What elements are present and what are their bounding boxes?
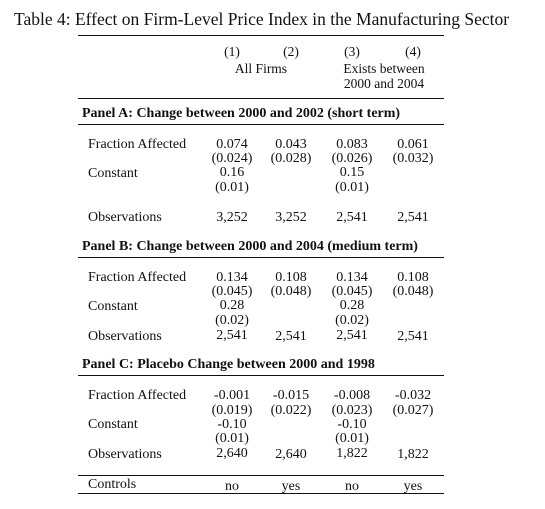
panel-b-constant-se-3: (0.02) bbox=[335, 313, 369, 328]
panel-a-obs-label: Observations bbox=[88, 210, 162, 225]
panel-b-rule bbox=[78, 257, 444, 258]
panel-a-fraction-2: 0.043 bbox=[275, 137, 307, 152]
panel-c-obs-2: 2,640 bbox=[275, 447, 307, 462]
group-exists-years: 2000 and 2004 bbox=[343, 76, 425, 91]
panel-a-fraction-se-4: (0.032) bbox=[392, 151, 434, 166]
panel-b-obs-label: Observations bbox=[88, 329, 162, 344]
group-all-firms: All Firms bbox=[234, 61, 288, 76]
panel-c-fraction-3: -0.008 bbox=[333, 388, 371, 403]
panel-b-fraction-1: 0.134 bbox=[216, 270, 248, 285]
group-exists-between: Exists between bbox=[343, 61, 425, 76]
panel-a-constant-label: Constant bbox=[88, 166, 138, 181]
panel-c-fraction-se-2: (0.022) bbox=[270, 403, 312, 418]
panel-a-obs-4: 2,541 bbox=[397, 210, 429, 225]
panel-b-constant-se-1: (0.02) bbox=[215, 313, 249, 328]
panel-c-obs-3: 1,822 bbox=[336, 446, 368, 461]
panel-c-fraction-se-1: (0.019) bbox=[211, 403, 253, 418]
panel-b-obs-2: 2,541 bbox=[275, 329, 307, 344]
panel-a-fraction-label: Fraction Affected bbox=[88, 137, 187, 152]
panel-c-fraction-se-3: (0.023) bbox=[331, 403, 373, 418]
col-3-number: (3) bbox=[344, 44, 360, 59]
panel-a-constant-se-1: (0.01) bbox=[215, 180, 249, 195]
panel-a-constant-se-3: (0.01) bbox=[335, 180, 369, 195]
col-2-number: (2) bbox=[283, 44, 299, 59]
controls-3: no bbox=[345, 479, 359, 494]
panel-c-obs-4: 1,822 bbox=[397, 447, 429, 462]
col-1-number: (1) bbox=[224, 44, 240, 59]
panel-b-title: Panel B: Change between 2000 and 2004 (m… bbox=[82, 239, 418, 254]
panel-b-constant-3: 0.28 bbox=[339, 298, 365, 313]
controls-2: yes bbox=[281, 479, 301, 494]
panel-c-obs-1: 2,640 bbox=[216, 446, 248, 461]
top-rule bbox=[78, 35, 444, 36]
panel-b-fraction-3: 0.134 bbox=[336, 270, 368, 285]
panel-a-obs-1: 3,252 bbox=[216, 210, 248, 225]
panel-c-constant-3: -0.10 bbox=[337, 417, 367, 432]
panel-a-fraction-se-1: (0.024) bbox=[211, 151, 253, 166]
panel-b-obs-4: 2,541 bbox=[397, 329, 429, 344]
col-4-number: (4) bbox=[405, 44, 421, 59]
panel-b-fraction-4: 0.108 bbox=[397, 270, 429, 285]
header-rule bbox=[78, 98, 444, 99]
panel-b-fraction-se-1: (0.045) bbox=[211, 284, 253, 299]
panel-c-rule bbox=[78, 375, 444, 376]
controls-top-rule bbox=[78, 475, 444, 476]
panel-c-fraction-2: -0.015 bbox=[272, 388, 310, 403]
panel-c-title: Panel C: Placebo Change between 2000 and… bbox=[82, 357, 375, 372]
panel-b-fraction-2: 0.108 bbox=[275, 270, 307, 285]
panel-a-rule bbox=[78, 124, 444, 125]
panel-a-fraction-3: 0.083 bbox=[336, 137, 368, 152]
panel-a-fraction-4: 0.061 bbox=[397, 137, 429, 152]
panel-c-constant-se-1: (0.01) bbox=[215, 431, 249, 446]
panel-b-fraction-label: Fraction Affected bbox=[88, 270, 187, 285]
panel-b-fraction-se-4: (0.048) bbox=[392, 284, 434, 299]
panel-c-constant-1: -0.10 bbox=[217, 417, 247, 432]
panel-a-fraction-1: 0.074 bbox=[216, 137, 248, 152]
panel-a-fraction-se-2: (0.028) bbox=[270, 151, 312, 166]
panel-b-fraction-se-3: (0.045) bbox=[331, 284, 373, 299]
panel-b-obs-3: 2,541 bbox=[336, 328, 368, 343]
panel-c-fraction-se-4: (0.027) bbox=[392, 403, 434, 418]
panel-a-obs-2: 3,252 bbox=[275, 210, 307, 225]
panel-c-constant-se-3: (0.01) bbox=[335, 431, 369, 446]
panel-a-obs-3: 2,541 bbox=[336, 210, 368, 225]
controls-1: no bbox=[225, 479, 239, 494]
panel-a-constant-3: 0.15 bbox=[339, 165, 365, 180]
panel-b-constant-label: Constant bbox=[88, 299, 138, 314]
panel-a-fraction-se-3: (0.026) bbox=[331, 151, 373, 166]
table-title: Table 4: Effect on Firm-Level Price Inde… bbox=[14, 9, 510, 29]
panel-a-title: Panel A: Change between 2000 and 2002 (s… bbox=[82, 106, 401, 121]
panel-c-obs-label: Observations bbox=[88, 447, 162, 462]
panel-a-constant-1: 0.16 bbox=[219, 165, 245, 180]
panel-c-fraction-label: Fraction Affected bbox=[88, 388, 187, 403]
panel-b-obs-1: 2,541 bbox=[216, 328, 248, 343]
panel-c-fraction-4: -0.032 bbox=[394, 388, 432, 403]
panel-c-fraction-1: -0.001 bbox=[213, 388, 251, 403]
panel-b-constant-1: 0.28 bbox=[219, 298, 245, 313]
controls-label: Controls bbox=[88, 477, 137, 492]
panel-c-constant-label: Constant bbox=[88, 417, 138, 432]
controls-4: yes bbox=[403, 479, 423, 494]
panel-b-fraction-se-2: (0.048) bbox=[270, 284, 312, 299]
bottom-rule bbox=[78, 493, 444, 494]
